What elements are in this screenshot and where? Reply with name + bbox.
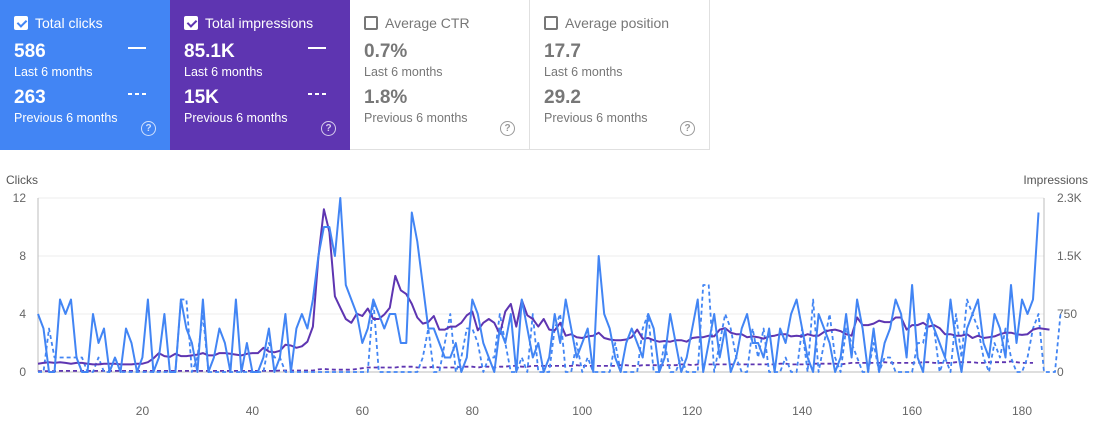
x-tick-label: 80 [466, 404, 480, 418]
average-position-current-label: Last 6 months [544, 65, 623, 79]
total-clicks-title: Total clicks [35, 15, 103, 31]
right-tick-label: 1.5K [1057, 249, 1082, 263]
solid-line-legend-icon [308, 47, 326, 49]
average-ctr-header[interactable]: Average CTR [364, 15, 470, 31]
checkbox-checked-icon[interactable] [14, 16, 28, 30]
series-line-3 [38, 360, 1033, 373]
left-tick-label: 4 [19, 307, 26, 321]
right-tick-label: 0 [1057, 365, 1064, 379]
total-clicks-current-label: Last 6 months [14, 65, 93, 79]
total-impressions-previous-value: 15K [184, 87, 219, 108]
help-icon[interactable]: ? [680, 121, 695, 136]
right-tick-label: 750 [1057, 307, 1077, 321]
total-clicks-card[interactable]: Total clicks 586 Last 6 months 263 Previ… [0, 0, 170, 150]
average-ctr-previous-value: 1.8% [364, 87, 408, 108]
average-position-title: Average position [565, 15, 670, 31]
average-ctr-card[interactable]: Average CTR 0.7% Last 6 months 1.8% Prev… [350, 0, 530, 150]
average-position-previous-label: Previous 6 months [544, 111, 648, 125]
total-clicks-previous-value: 263 [14, 87, 46, 108]
left-tick-label: 8 [19, 249, 26, 263]
average-position-card[interactable]: Average position 17.7 Last 6 months 29.2… [530, 0, 710, 150]
left-tick-label: 0 [19, 365, 26, 379]
total-impressions-title: Total impressions [205, 15, 314, 31]
x-tick-label: 100 [572, 404, 592, 418]
dashed-line-legend-icon [308, 93, 326, 95]
performance-chart: Clicks Impressions 0 4 8 12 0 750 1.5K 2.3K 20… [6, 173, 1088, 418]
average-ctr-previous-label: Previous 6 months [364, 111, 468, 125]
x-axis-ticks: 20 40 60 80 100 120 140 160 180 [136, 404, 1033, 418]
average-ctr-current-value: 0.7% [364, 41, 408, 62]
help-icon[interactable]: ? [321, 121, 336, 136]
total-impressions-current-value: 85.1K [184, 41, 235, 62]
checkbox-checked-icon[interactable] [184, 16, 198, 30]
series-line-2 [37, 208, 1050, 366]
total-impressions-card[interactable]: Total impressions 85.1K Last 6 months 15… [170, 0, 350, 150]
series-line-0 [37, 197, 1040, 373]
left-axis-label: Clicks [6, 173, 38, 187]
average-ctr-current-label: Last 6 months [364, 65, 443, 79]
x-tick-label: 180 [1012, 404, 1032, 418]
x-tick-label: 60 [356, 404, 370, 418]
right-axis-ticks: 0 750 1.5K 2.3K [1057, 191, 1082, 379]
total-clicks-previous-label: Previous 6 months [14, 111, 118, 125]
help-icon[interactable]: ? [500, 121, 515, 136]
help-icon[interactable]: ? [141, 121, 156, 136]
x-tick-label: 40 [246, 404, 260, 418]
solid-line-legend-icon [128, 47, 146, 49]
checkbox-unchecked-icon[interactable] [544, 16, 558, 30]
checkbox-unchecked-icon[interactable] [364, 16, 378, 30]
average-position-previous-value: 29.2 [544, 87, 581, 108]
x-tick-label: 160 [902, 404, 922, 418]
total-clicks-header[interactable]: Total clicks [14, 15, 103, 31]
dashed-line-legend-icon [128, 93, 146, 95]
right-tick-label: 2.3K [1057, 191, 1082, 205]
right-axis-label: Impressions [1023, 173, 1088, 187]
x-tick-label: 20 [136, 404, 150, 418]
total-clicks-current-value: 586 [14, 41, 46, 62]
total-impressions-header[interactable]: Total impressions [184, 15, 313, 31]
total-impressions-previous-label: Previous 6 months [184, 111, 288, 125]
x-tick-label: 140 [792, 404, 812, 418]
metric-cards: Total clicks 586 Last 6 months 263 Previ… [0, 0, 710, 150]
average-position-current-value: 17.7 [544, 41, 581, 62]
x-tick-label: 120 [682, 404, 702, 418]
left-axis-ticks: 0 4 8 12 [13, 191, 27, 379]
chart-lines [37, 197, 1062, 373]
chart-grid [37, 197, 1045, 373]
average-position-header[interactable]: Average position [544, 15, 669, 31]
average-ctr-title: Average CTR [385, 15, 470, 31]
left-tick-label: 12 [13, 191, 27, 205]
total-impressions-current-label: Last 6 months [184, 65, 263, 79]
